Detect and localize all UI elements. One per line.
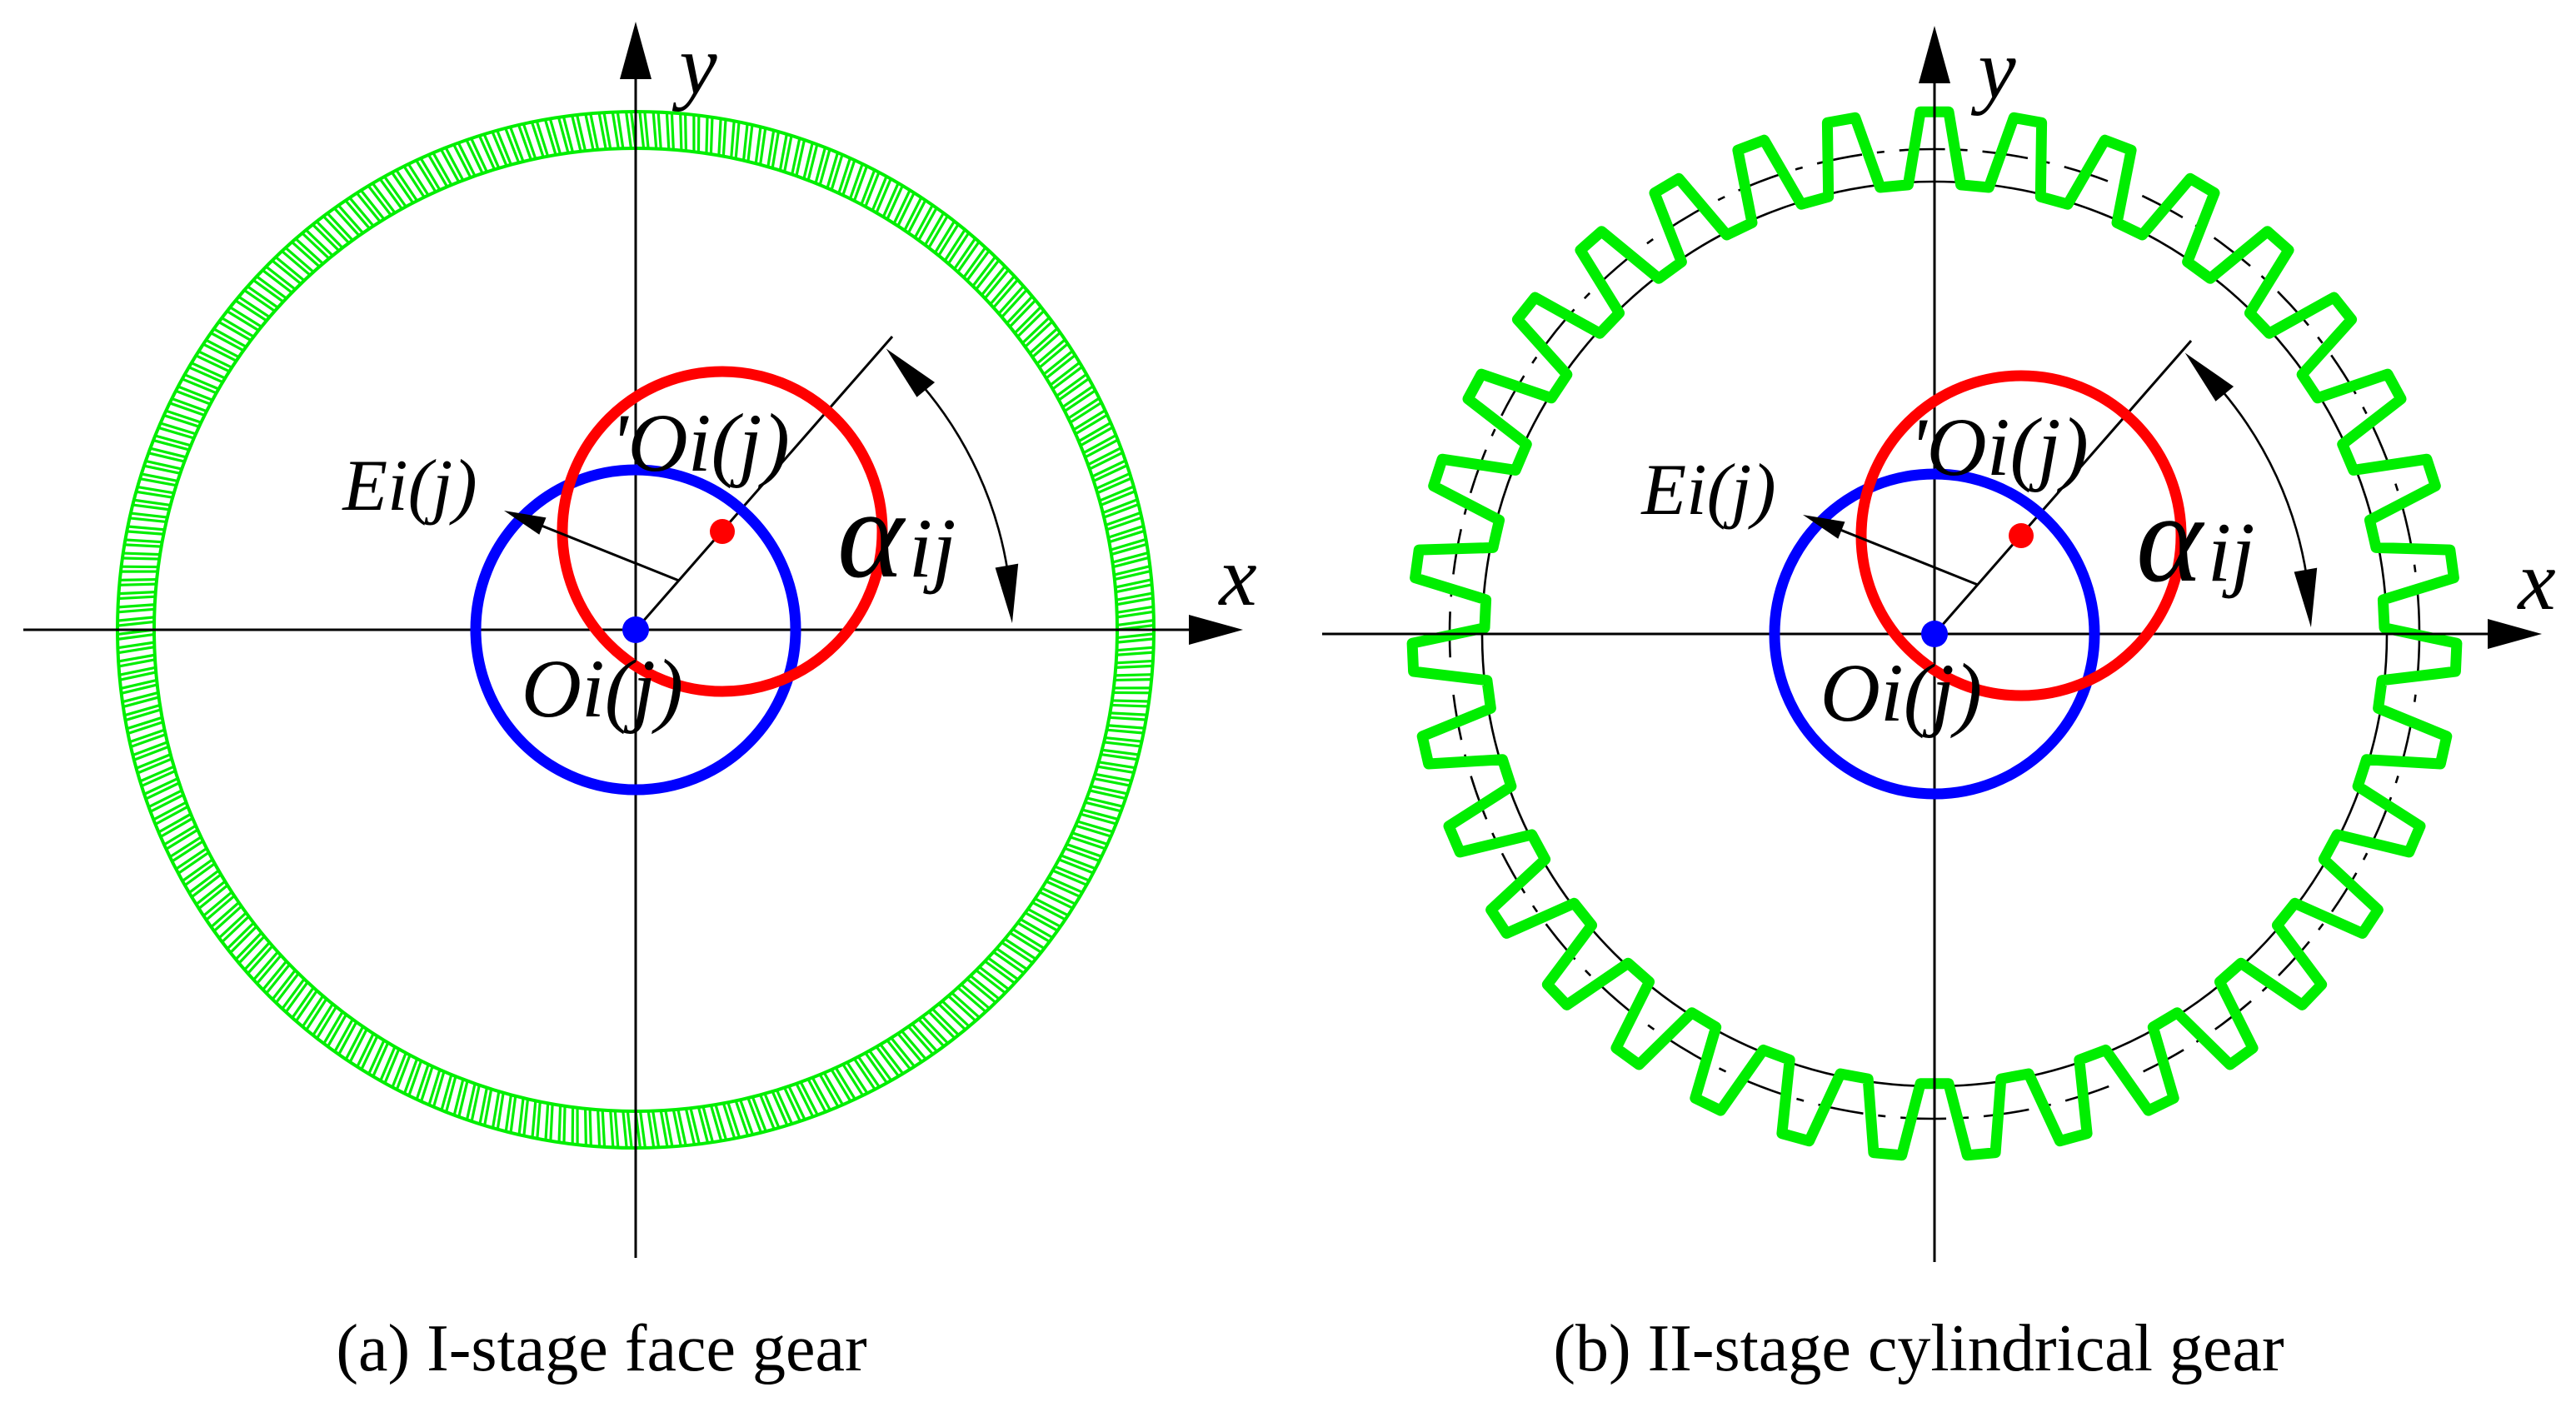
x-axis-label: x xyxy=(1217,530,1256,624)
eccentricity-arrowhead-icon xyxy=(504,511,547,535)
eccentricity-arrow-line xyxy=(1831,525,1979,586)
y-axis-arrowhead-icon xyxy=(1919,26,1950,83)
rotation-center-dot xyxy=(710,519,735,544)
geometric-center-dot xyxy=(622,616,649,643)
rotation-center-circle-red xyxy=(1855,370,2187,701)
geometric-center-label: Oi(j) xyxy=(522,642,683,735)
geometric-center-circle-blue xyxy=(1769,468,2100,800)
eccentricity-arrowhead-icon xyxy=(1803,515,1845,539)
caption-a: (a) I-stage face gear xyxy=(336,1312,866,1385)
eccentricity-label: Ei(j) xyxy=(341,446,477,526)
rotation-center-dot xyxy=(2009,523,2034,548)
y-axis-arrowhead-icon xyxy=(620,22,651,79)
alpha-angle-arc xyxy=(886,348,1019,624)
geometric-center-circle-blue xyxy=(470,464,801,796)
geometric-center-dot xyxy=(1921,621,1948,647)
phase-angle-label: αij xyxy=(2136,468,2254,608)
geometric-center-label: Oi(j) xyxy=(1820,646,1982,739)
x-axis-arrowhead-icon xyxy=(2488,619,2542,649)
eccentricity-label: Ei(j) xyxy=(1640,450,1775,531)
panel-b-cylindrical-gear: x y Ei(j) 'Oi(j) Oi(j) αij (b) II-stage … xyxy=(1322,22,2556,1385)
rotation-center-label: 'Oi(j) xyxy=(610,397,790,489)
x-axis-label: x xyxy=(2516,534,2555,628)
alpha-angle-arc xyxy=(2184,352,2318,628)
phase-angle-label: αij xyxy=(837,464,956,604)
caption-b: (b) II-stage cylindrical gear xyxy=(1553,1312,2284,1385)
cylindrical-gear-teeth xyxy=(1406,106,2463,1161)
eccentricity-arrow-line xyxy=(532,521,680,582)
face-gear-ring xyxy=(116,110,1156,1150)
panel-a-face-gear: x y Ei(j) 'Oi(j) Oi(j) αij (a) I-stage f… xyxy=(23,18,1257,1385)
rotation-center-label: 'Oi(j) xyxy=(1909,401,2089,493)
x-axis-arrowhead-icon xyxy=(1189,615,1243,645)
y-axis-label: y xyxy=(671,18,717,112)
y-axis-label: y xyxy=(1970,22,2016,117)
rotation-center-circle-red xyxy=(557,366,888,697)
